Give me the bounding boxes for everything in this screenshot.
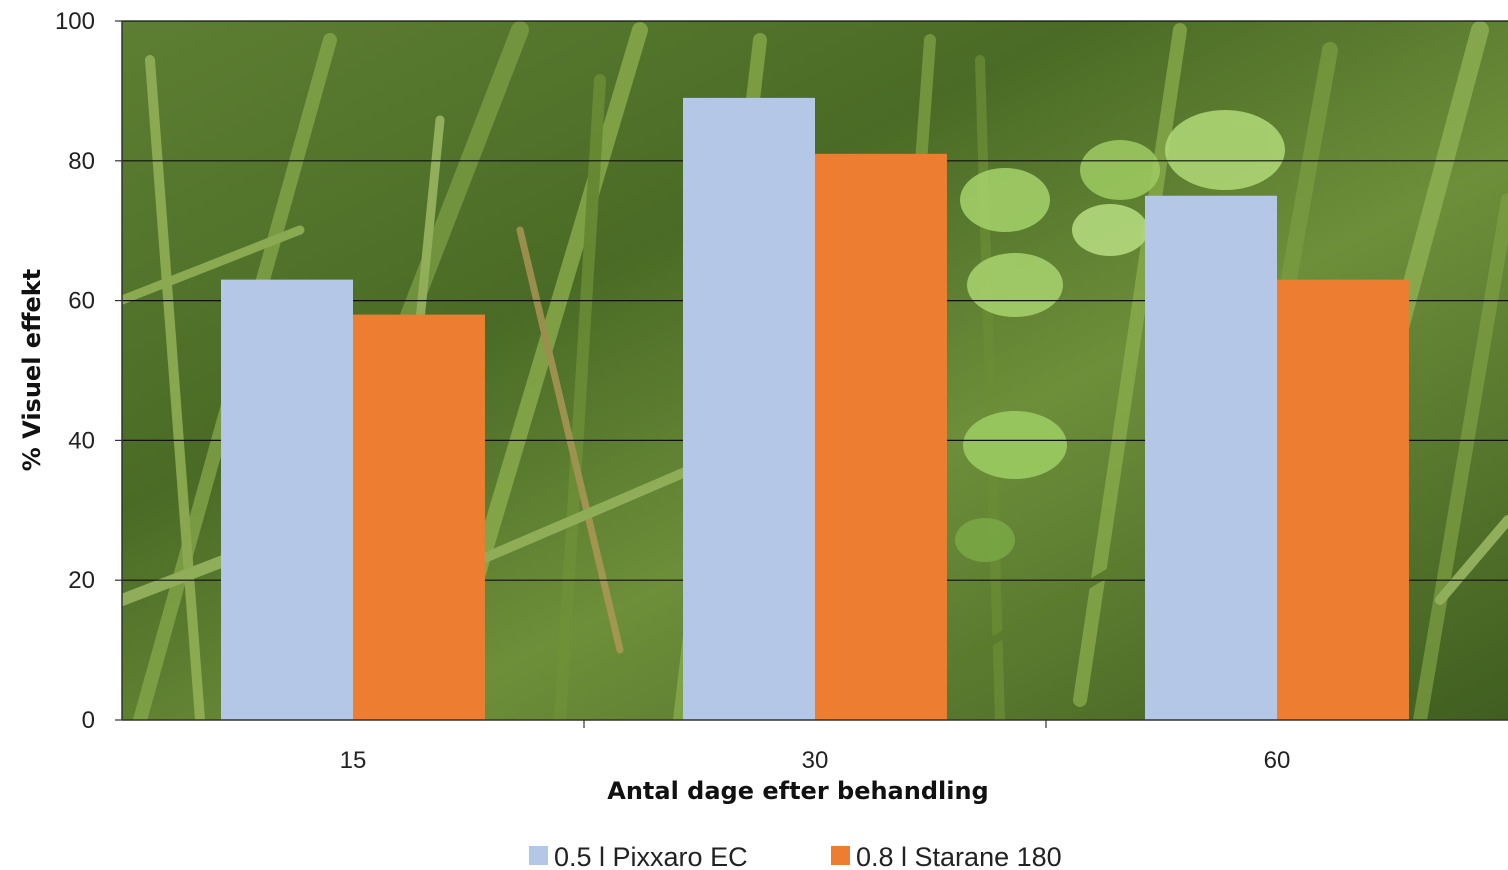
legend-swatch (529, 846, 548, 865)
bar-series2-60 (1277, 279, 1409, 720)
x-tick-label: 60 (1264, 747, 1291, 774)
y-tick-label: 80 (68, 148, 95, 175)
bar-series1-15 (221, 279, 353, 720)
legend-swatch (831, 846, 850, 865)
bar-series1-30 (683, 97, 815, 720)
y-tick-label: 0 (82, 707, 95, 734)
bar-series (221, 97, 1409, 720)
y-tick-label: 40 (68, 427, 95, 454)
x-tick-label: 15 (340, 747, 367, 774)
y-tick-label: 60 (68, 288, 95, 315)
x-axis-title: Antal dage efter behandling (607, 777, 988, 805)
bar-series1-60 (1145, 195, 1277, 720)
legend-label: 0.5 l Pixxaro EC (554, 842, 748, 870)
legend: 0.5 l Pixxaro EC 0.8 l Starane 180 (529, 842, 1062, 870)
y-tick-label: 20 (68, 567, 95, 594)
bar-series2-30 (815, 153, 947, 720)
y-axis-title: % Visuel effekt (18, 269, 46, 471)
legend-label: 0.8 l Starane 180 (856, 842, 1062, 870)
axes: 0 20 40 60 80 100 15 30 60 (55, 8, 1508, 774)
x-tick-label: 30 (802, 747, 829, 774)
bar-series2-15 (353, 314, 485, 720)
y-tick-label: 100 (55, 8, 95, 35)
